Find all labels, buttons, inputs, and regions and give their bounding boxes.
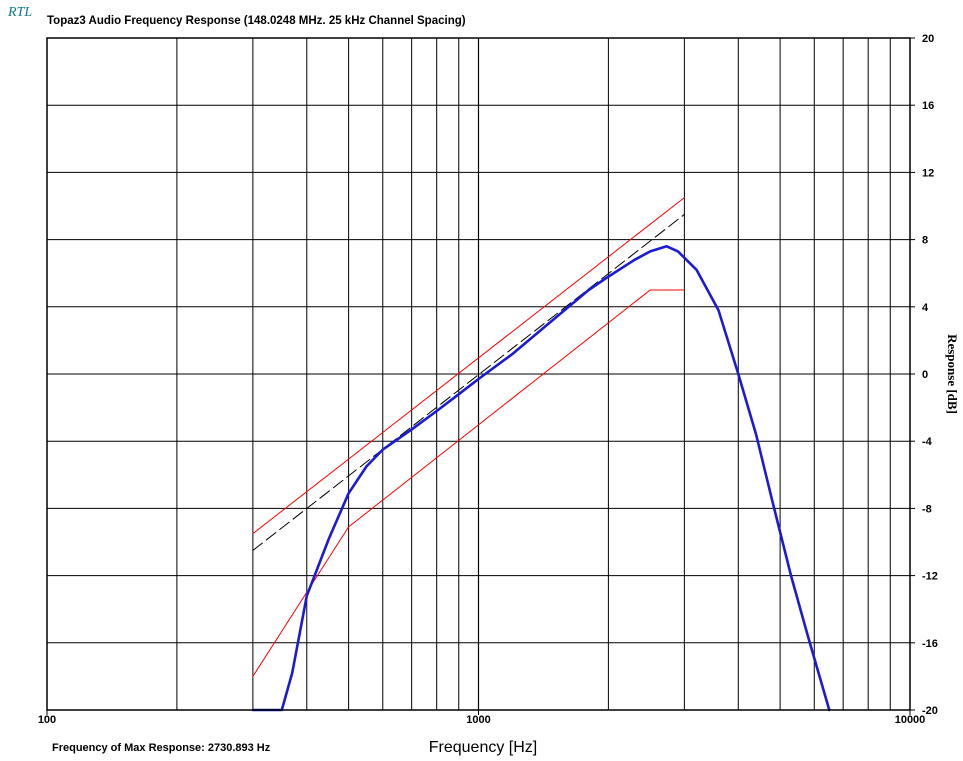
rtl-logo: RTL	[7, 5, 32, 20]
y-tick-label: -12	[922, 571, 938, 583]
y-tick-label: -16	[922, 638, 938, 650]
x-tick-label: 100	[38, 714, 56, 726]
grid	[47, 38, 910, 710]
y-tick-label: 12	[922, 167, 934, 179]
x-tick-label: 1000	[466, 714, 490, 726]
series-limit-line	[252, 197, 685, 535]
x-tick-labels: 100 1000 10000	[38, 710, 925, 726]
series-dashed-reference	[252, 213, 685, 551]
series-response-curve	[251, 245, 831, 712]
y-tick-label: -20	[922, 705, 938, 717]
max-response-footer: Frequency of Max Response: 2730.893 Hz	[52, 742, 271, 754]
y-tick-label: 16	[922, 100, 934, 112]
y-tick-label: 0	[922, 369, 928, 381]
series-layer	[251, 197, 831, 712]
series-limit-line	[252, 289, 685, 677]
y-tick-label: 8	[922, 235, 928, 247]
y-tick-labels: 20 16 12 8 4 0 -4 -8 -12 -16 -20	[910, 33, 938, 717]
y-axis-label: Response [dB]	[945, 334, 960, 414]
y-tick-label: -4	[922, 436, 933, 448]
x-axis-label: Frequency [Hz]	[429, 739, 537, 756]
y-tick-label: 20	[922, 33, 934, 45]
x-tick-label: 10000	[895, 714, 926, 726]
y-tick-label: -8	[922, 503, 932, 515]
y-tick-label: 4	[922, 302, 929, 314]
chart-title: Topaz3 Audio Frequency Response (148.024…	[47, 15, 466, 27]
